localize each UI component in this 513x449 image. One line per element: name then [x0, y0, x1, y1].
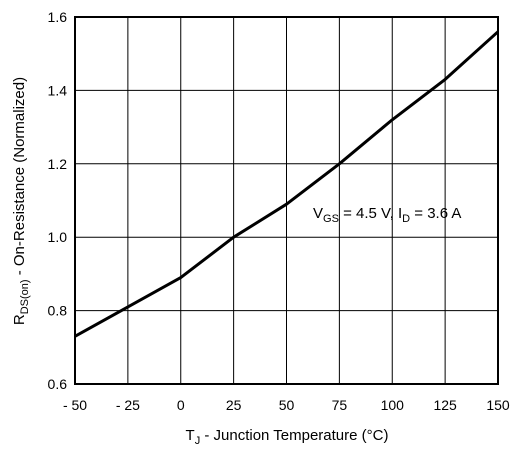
y-tick-labels: 0.6 0.8 1.0 1.2 1.4 1.6	[48, 9, 68, 392]
series-layer	[74, 30, 500, 338]
x-tick-label: 100	[381, 397, 405, 413]
series-line-0	[74, 30, 500, 338]
x-tick-label: 0	[177, 397, 185, 413]
annotation: VGS = 4.5 V, ID = 3.6 A	[313, 205, 461, 225]
x-tick-label: 25	[226, 397, 242, 413]
grid	[74, 16, 499, 385]
y-tick-label: 1.2	[48, 156, 68, 172]
x-tick-label: - 50	[63, 397, 87, 413]
y-tick-label: 1.6	[48, 9, 68, 25]
y-axis-title: RDS(on) - On-Resistance (Normalized)	[11, 77, 31, 325]
y-tick-label: 1.4	[48, 82, 68, 98]
y-tick-label: 0.8	[48, 303, 68, 319]
x-tick-labels: - 50 - 25 0 25 50 75 100 125 150	[63, 397, 510, 413]
x-tick-label: 125	[433, 397, 457, 413]
x-tick-label: 150	[486, 397, 510, 413]
x-tick-label: - 25	[116, 397, 140, 413]
y-tick-label: 0.6	[48, 376, 68, 392]
x-axis-title: TJ - Junction Temperature (°C)	[186, 427, 389, 447]
x-tick-label: 75	[332, 397, 348, 413]
plot-frame	[74, 16, 499, 385]
y-tick-label: 1.0	[48, 229, 68, 245]
x-tick-label: 50	[279, 397, 295, 413]
